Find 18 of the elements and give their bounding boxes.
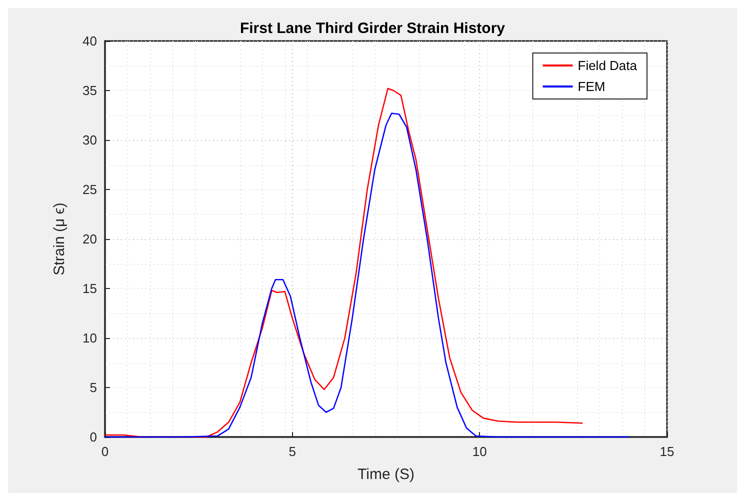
y-tick-label: 25 xyxy=(82,182,97,197)
y-tick-label: 0 xyxy=(90,430,97,444)
y-tick-label: 30 xyxy=(82,132,97,148)
y-axis-title: Strain (μ ϵ) xyxy=(51,202,68,276)
y-tick-label: 5 xyxy=(90,380,97,395)
legend-label: FEM xyxy=(578,79,606,94)
x-tick-label: 15 xyxy=(660,444,674,459)
chart-title: First Lane Third Girder Strain History xyxy=(240,20,506,37)
y-tick-label: 20 xyxy=(82,232,97,246)
y-tick-label: 10 xyxy=(82,330,97,346)
x-tick-label: 5 xyxy=(288,444,296,459)
y-tick-label: 15 xyxy=(82,281,97,296)
x-tick-label: 10 xyxy=(472,444,487,459)
y-tick-label: 35 xyxy=(82,83,97,98)
y-tick-label: 40 xyxy=(82,34,97,48)
x-axis-title: Time (S) xyxy=(358,466,414,483)
x-tick-label: 0 xyxy=(101,444,109,459)
legend-label: Field Data xyxy=(578,58,638,73)
